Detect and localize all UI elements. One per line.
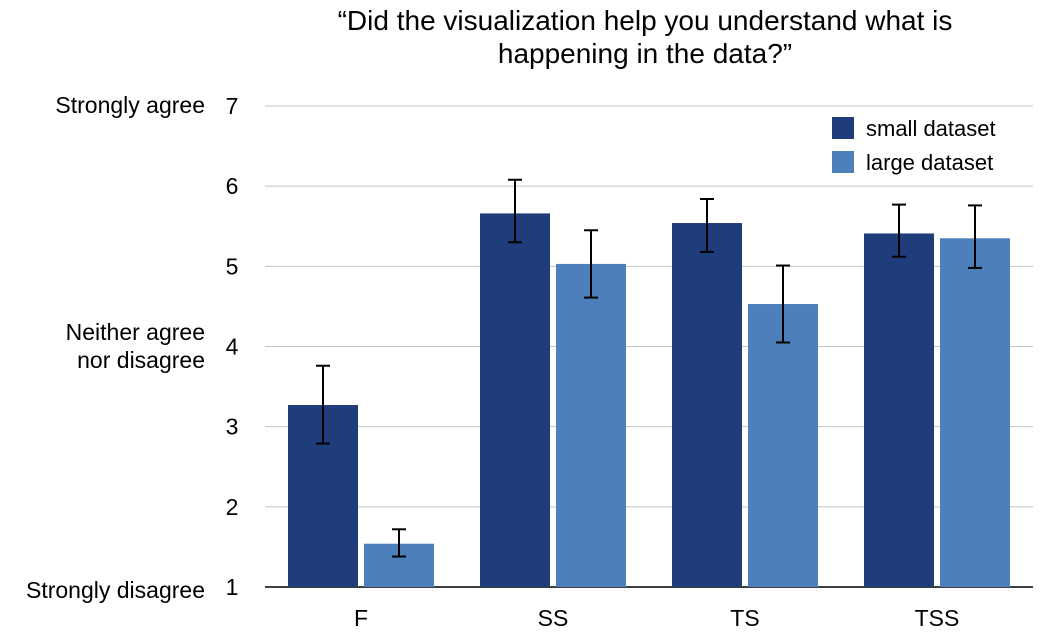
x-tick-label: TS	[730, 605, 759, 631]
y-tick-label: 7	[226, 93, 239, 119]
x-tick-label: F	[354, 605, 368, 631]
error-bar	[508, 178, 522, 244]
legend-item-small: small dataset	[832, 116, 996, 142]
label-neutral: Neither agree nor disagree	[66, 318, 205, 374]
chart-title-line-1: “Did the visualization help you understa…	[337, 5, 953, 36]
y-tick-label: 6	[226, 173, 239, 199]
chart-title: “Did the visualization help you understa…	[250, 4, 1040, 70]
y-tick-label: 1	[226, 574, 239, 600]
bar-ts-large	[748, 304, 818, 587]
y-tick-label: 4	[226, 334, 239, 360]
bar-ts-small	[672, 223, 742, 587]
x-axis-ticks: F SS TS TSS	[354, 605, 959, 631]
legend-label-small: small dataset	[866, 116, 996, 141]
label-strongly-agree: Strongly agree	[55, 92, 205, 118]
y-tick-label: 5	[226, 253, 239, 279]
legend-swatch-small	[832, 117, 854, 139]
label-strongly-disagree: Strongly disagree	[26, 577, 205, 603]
bar-tss-large	[940, 238, 1010, 587]
error-bar	[700, 197, 714, 253]
legend-swatch-large	[832, 151, 854, 173]
y-axis-ticks: 1 2 3 4 5 6 7	[226, 93, 239, 600]
x-tick-label: SS	[538, 605, 569, 631]
error-bar	[968, 204, 982, 269]
error-bar	[392, 528, 406, 558]
bars	[288, 213, 1010, 587]
chart-title-line-2: happening in the data?”	[497, 38, 793, 69]
bar-ss-small	[480, 213, 550, 587]
error-bar	[584, 229, 598, 299]
label-neutral-line-1: Neither agree	[65, 319, 205, 345]
y-tick-label: 2	[226, 494, 239, 520]
legend-label-large: large dataset	[866, 150, 994, 175]
bar-tss-small	[864, 233, 934, 587]
error-bars	[316, 178, 982, 558]
error-bar	[316, 364, 330, 445]
legend-item-large: large dataset	[832, 150, 993, 176]
error-bar	[776, 264, 790, 344]
y-tick-label: 3	[226, 414, 239, 440]
error-bar	[892, 203, 906, 258]
label-neutral-line-2: nor disagree	[77, 347, 205, 373]
x-tick-label: TSS	[915, 605, 960, 631]
bar-ss-large	[556, 263, 626, 587]
